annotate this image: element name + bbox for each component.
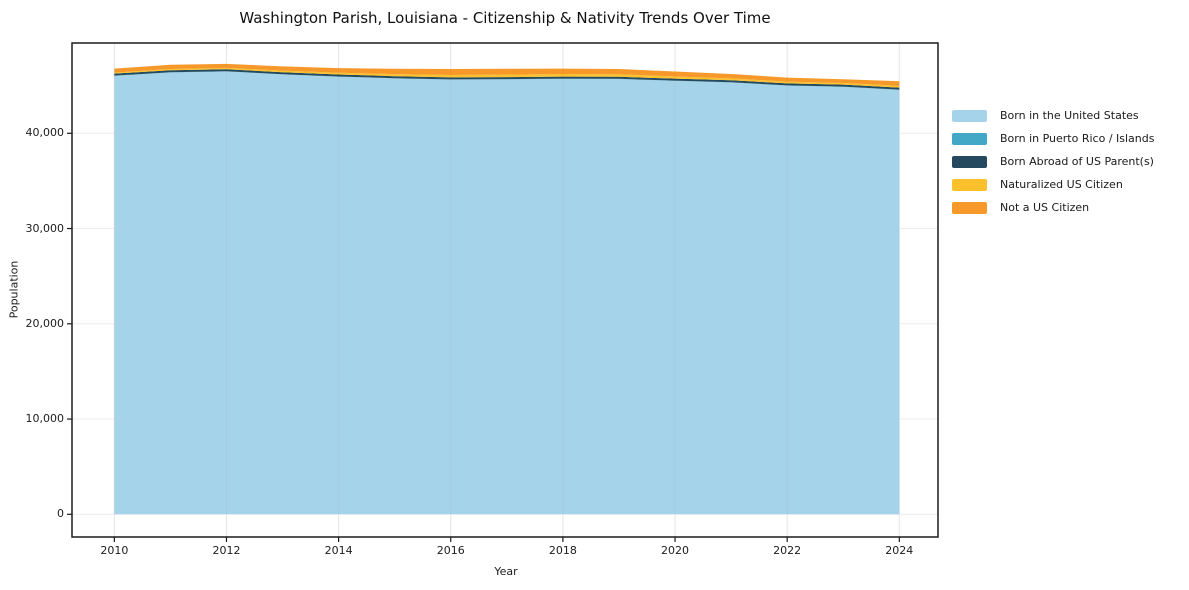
plot-area: [67, 42, 939, 542]
legend-item: Not a US Citizen: [952, 196, 1154, 219]
legend-label: Born in the United States: [1000, 109, 1139, 122]
x-tick-label: 2024: [885, 544, 914, 557]
y-tick-label: 10,000: [25, 412, 65, 426]
legend-swatch: [952, 155, 987, 168]
legend-item: Born Abroad of US Parent(s): [952, 150, 1154, 173]
legend-swatch: [952, 178, 987, 191]
legend-item: Naturalized US Citizen: [952, 173, 1154, 196]
area-series: [114, 63, 900, 86]
x-tick-label: 2010: [100, 544, 129, 557]
legend-item: Born in Puerto Rico / Islands: [952, 127, 1154, 150]
area-series: [114, 71, 900, 515]
legend-swatch: [952, 132, 987, 145]
legend-item: Born in the United States: [952, 104, 1154, 127]
legend-label: Born Abroad of US Parent(s): [1000, 155, 1154, 168]
area-series: [114, 69, 900, 90]
legend-swatch: [952, 201, 987, 214]
x-tick-label: 2014: [324, 544, 353, 557]
legend-label: Not a US Citizen: [1000, 201, 1090, 214]
x-axis-label: Year: [494, 565, 518, 578]
x-tick-label: 2016: [436, 544, 465, 557]
legend-label: Naturalized US Citizen: [1000, 178, 1123, 191]
legend: Born in the United States Born in Puerto …: [952, 104, 1154, 219]
y-tick-label: 20,000: [25, 316, 65, 330]
x-tick-label: 2018: [548, 544, 577, 557]
plot-frame: [71, 42, 939, 538]
legend-label: Born in Puerto Rico / Islands: [1000, 132, 1155, 145]
area-series: [114, 67, 900, 88]
y-tick-label: 30,000: [25, 221, 65, 235]
x-tick-label: 2022: [773, 544, 802, 557]
y-tick-label: 40,000: [25, 126, 65, 140]
x-tick-label: 2012: [212, 544, 241, 557]
legend-swatch: [952, 109, 987, 122]
y-tick-label: 0: [57, 507, 64, 521]
x-tick-label: 2020: [661, 544, 690, 557]
page-title: Washington Parish, Louisiana - Citizensh…: [239, 9, 771, 27]
